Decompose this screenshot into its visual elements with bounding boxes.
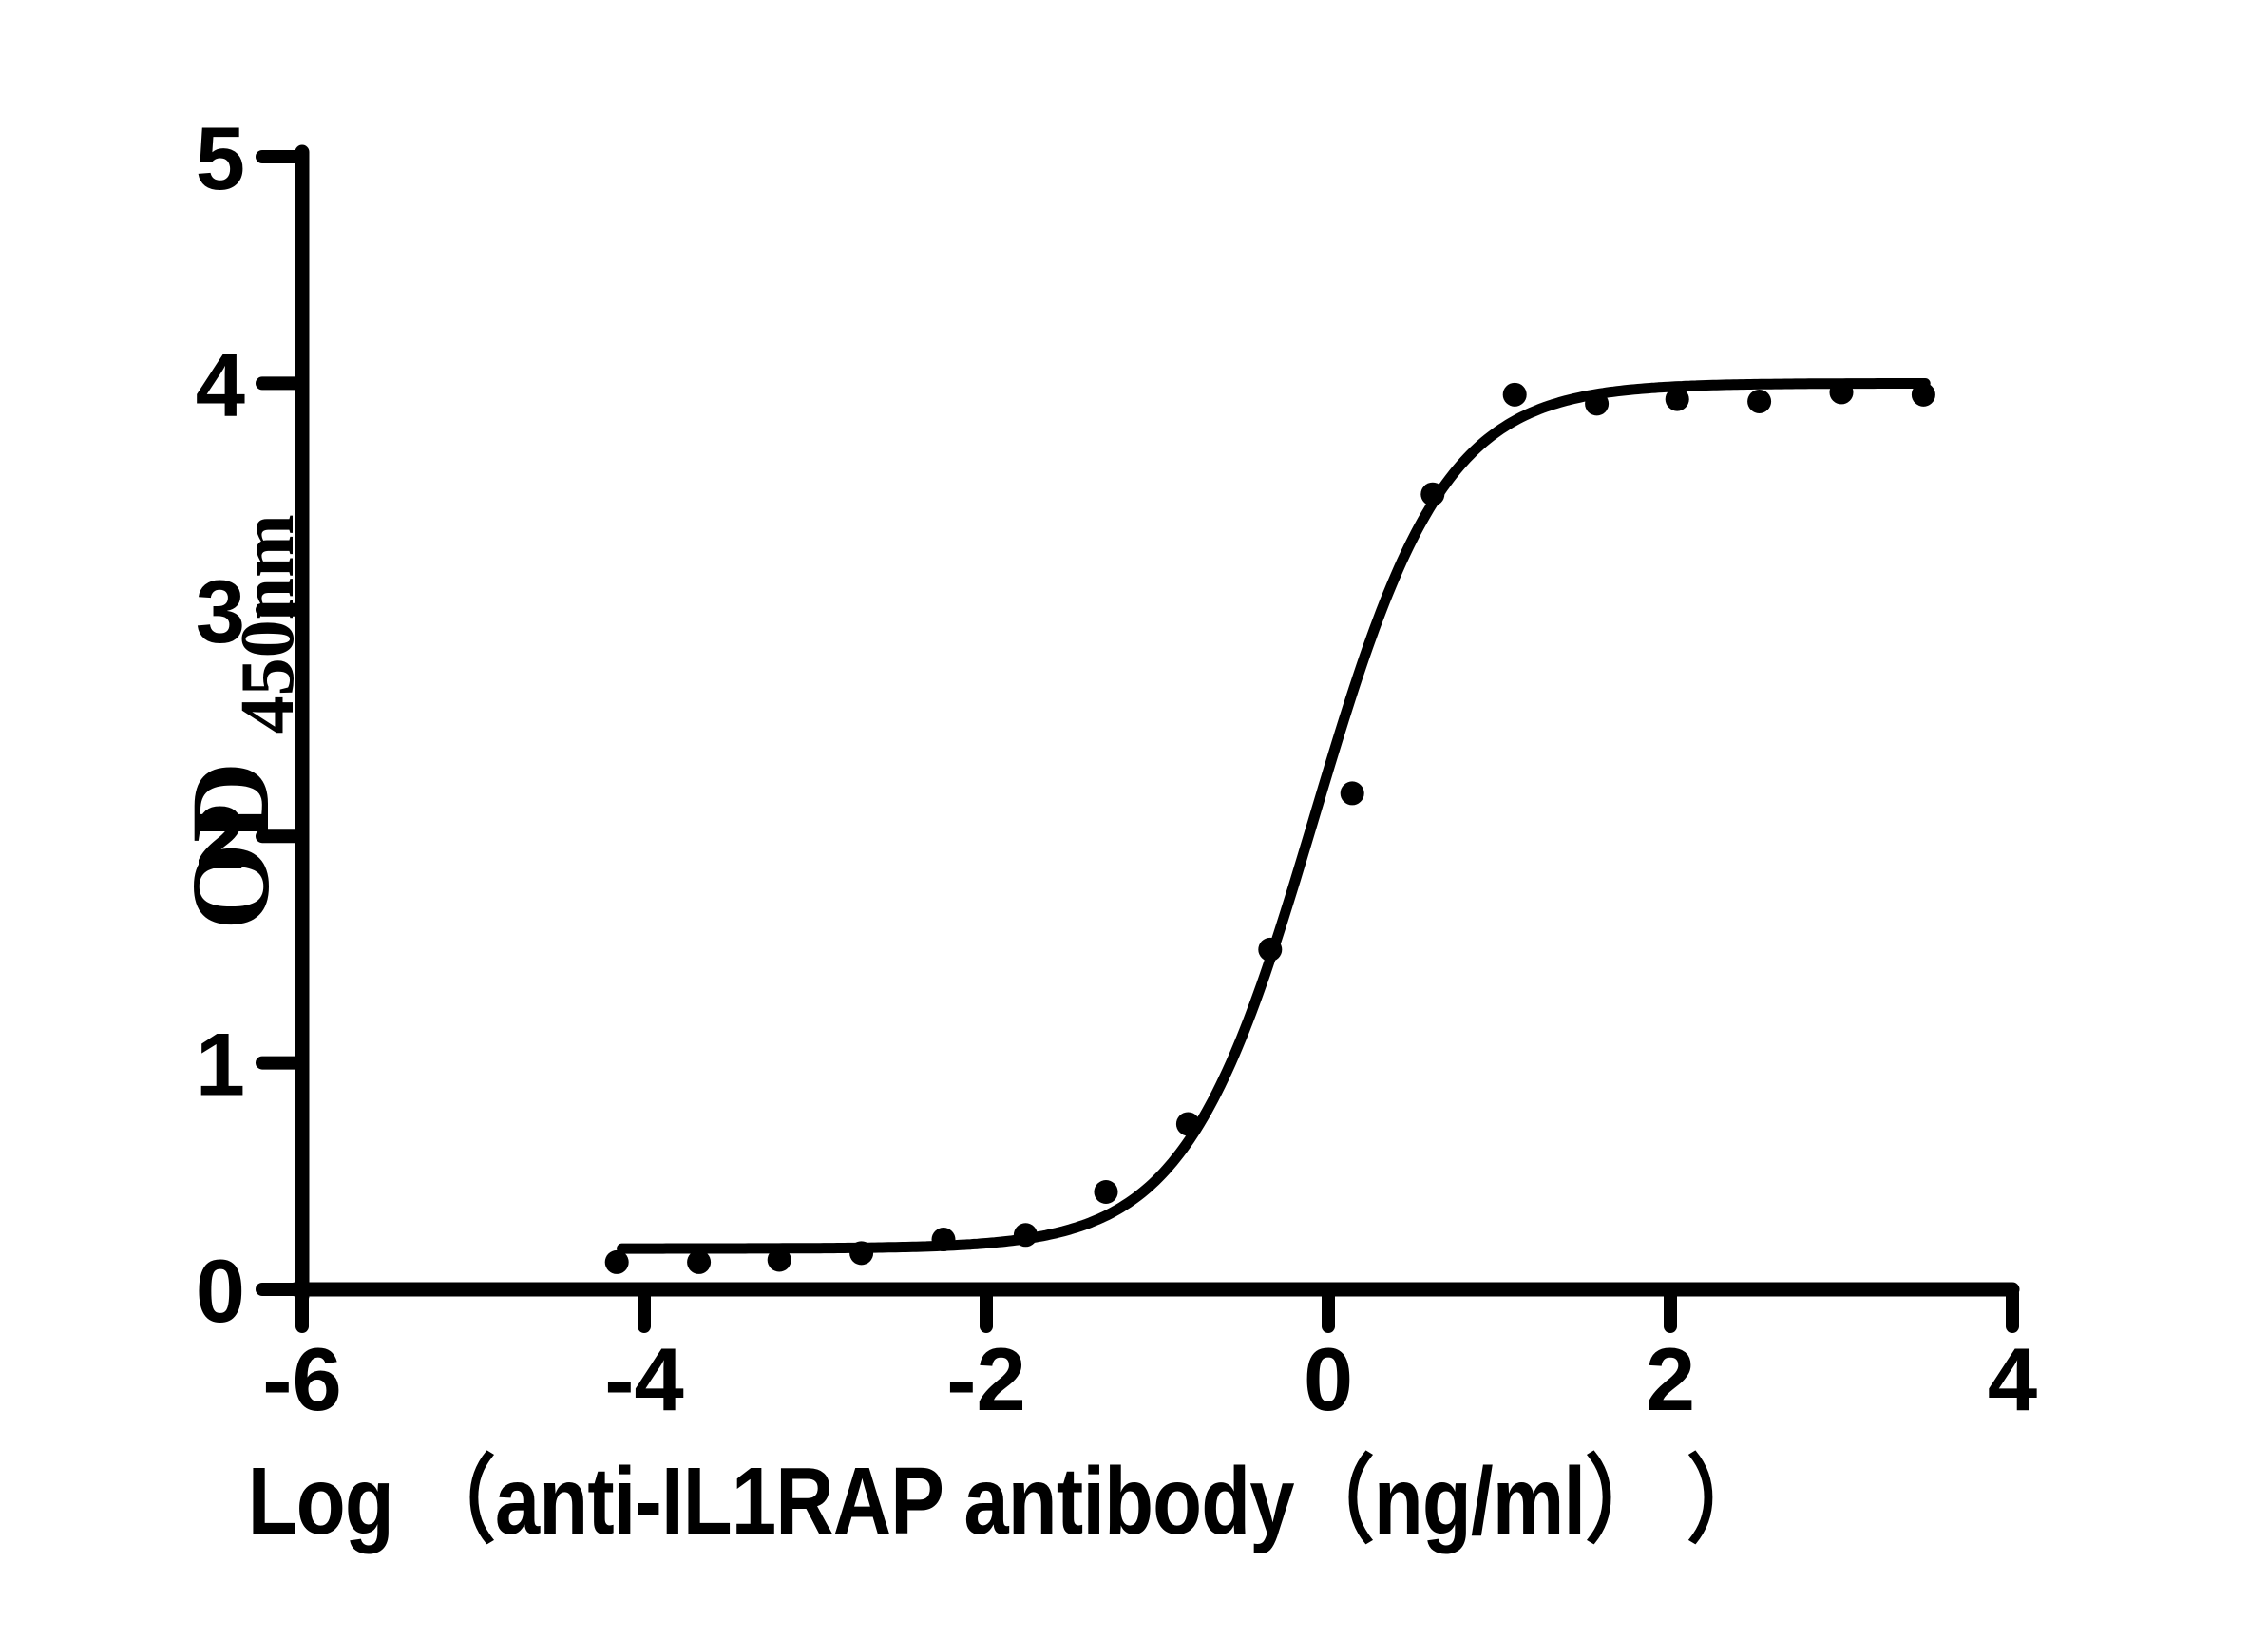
- data-point: [1911, 382, 1935, 407]
- x-tick-label: -2: [946, 1329, 1026, 1429]
- data-point: [1340, 781, 1364, 806]
- data-point: [1665, 387, 1689, 411]
- fit-curve: [617, 378, 1931, 1254]
- data-point: [1502, 382, 1527, 407]
- data-point: [767, 1248, 791, 1272]
- x-axis-title: Log （anti-IL1RAP antibody（ng/ml） ）: [248, 1447, 1767, 1553]
- fit-curve-layer: [617, 378, 1931, 1254]
- data-point: [1013, 1223, 1038, 1248]
- y-tick-label: 1: [196, 1015, 245, 1115]
- data-point: [1175, 1112, 1200, 1136]
- x-tick-label: -4: [604, 1329, 684, 1429]
- data-point: [1829, 380, 1854, 405]
- data-point: [931, 1228, 956, 1252]
- data-points-layer: [604, 380, 1935, 1274]
- x-tick-label: 0: [1304, 1329, 1353, 1429]
- data-point: [1747, 389, 1772, 413]
- data-point: [1258, 937, 1283, 962]
- x-tick-label: -6: [262, 1329, 342, 1429]
- y-axis-title: OD 450nm: [168, 514, 310, 930]
- y-axis-title-main: OD: [168, 762, 293, 930]
- data-point: [849, 1241, 874, 1266]
- y-tick-label: 0: [196, 1241, 245, 1341]
- y-tick-label: 5: [196, 108, 245, 208]
- data-point: [687, 1249, 712, 1274]
- axes-layer: [256, 144, 2020, 1333]
- data-point: [1585, 391, 1610, 416]
- data-point: [1420, 482, 1445, 506]
- x-tick-label: 4: [1988, 1329, 2037, 1429]
- y-axis-title-subscript: 450nm: [226, 514, 310, 734]
- data-point: [1094, 1179, 1118, 1204]
- y-tick-label: 2: [196, 788, 245, 887]
- x-tick-label: 2: [1646, 1329, 1695, 1429]
- data-point: [604, 1249, 629, 1274]
- y-tick-label: 3: [196, 562, 245, 661]
- y-tick-label: 4: [196, 334, 245, 434]
- tick-label-layer: 0 1 2 3 4 5 -6 -4 -2 0 2 4: [196, 108, 2037, 1429]
